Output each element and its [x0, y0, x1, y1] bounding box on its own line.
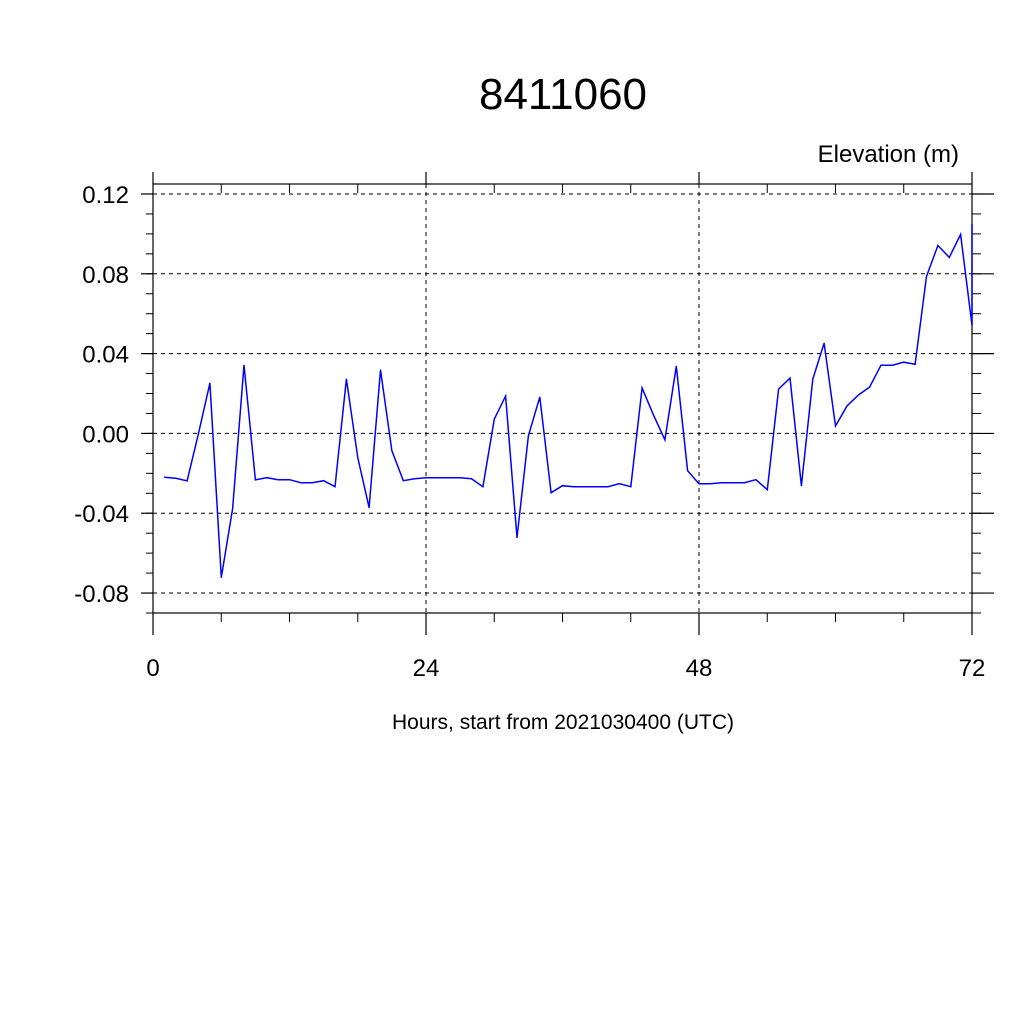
data-point [846, 405, 848, 407]
data-point [414, 478, 416, 480]
y-tick-label: -0.04 [74, 501, 129, 528]
x-tick-label: 0 [146, 655, 159, 682]
data-point [220, 576, 222, 579]
data-point [357, 457, 359, 459]
data-point [368, 507, 370, 509]
data-point [618, 483, 620, 485]
data-point [800, 485, 802, 487]
data-point [311, 482, 313, 484]
data-point [652, 414, 655, 416]
y-tick-label: 0.04 [82, 342, 129, 369]
y-tick-label: 0.12 [82, 182, 129, 209]
data-point [630, 486, 632, 488]
data-point [425, 477, 427, 479]
data-point [266, 477, 268, 479]
data-point [812, 378, 814, 380]
y-tick-label: -0.08 [74, 581, 129, 608]
x-axis-label: Hours, start from 2021030400 (UTC) [392, 711, 734, 734]
data-point [539, 396, 541, 398]
data-point [345, 378, 347, 380]
data-point [379, 369, 382, 371]
data-point [675, 365, 677, 367]
data-point [493, 418, 495, 420]
data-point [721, 482, 723, 484]
data-point [300, 482, 302, 484]
series-line-elevation [164, 223, 973, 578]
y-tick-label: 0.08 [82, 262, 129, 289]
data-point [186, 480, 188, 482]
data-point [505, 395, 507, 397]
data-point [789, 377, 791, 379]
data-point [664, 439, 666, 441]
data-point [254, 479, 256, 481]
data-point [573, 486, 575, 488]
data-point [607, 486, 609, 488]
data-point [857, 394, 859, 396]
y-tick-label: 0.00 [82, 421, 129, 448]
data-point [903, 361, 905, 363]
data-point [641, 387, 643, 389]
data-point [914, 363, 916, 365]
data-point [391, 450, 393, 452]
data-point [402, 480, 404, 482]
data-point [448, 477, 450, 479]
data-point [470, 478, 473, 480]
data-point [778, 388, 780, 390]
data-point [766, 489, 768, 491]
data-point [436, 477, 438, 479]
y-tick-labels: -0.08 -0.04 0.00 0.04 0.08 0.12 [74, 182, 129, 608]
data-point [163, 476, 165, 478]
data-point [277, 479, 279, 481]
data-point [869, 386, 871, 388]
data-point [561, 485, 564, 487]
x-tick-label: 72 [959, 655, 986, 682]
data-point [823, 342, 825, 344]
data-point [243, 364, 245, 366]
data-point [596, 486, 598, 488]
data-point [960, 233, 962, 236]
data-point [323, 480, 325, 482]
data-point [482, 486, 484, 488]
data-point [755, 479, 757, 481]
data-point [334, 486, 336, 488]
x-tick-label: 24 [413, 655, 440, 682]
grid [153, 184, 972, 613]
data-point [459, 477, 461, 479]
data-point [232, 508, 234, 510]
data-point [925, 275, 928, 277]
data-point [197, 432, 200, 435]
data-points [163, 233, 973, 579]
y-axis-label: Elevation (m) [818, 141, 959, 168]
x-tick-label: 48 [686, 655, 713, 682]
data-point [209, 382, 211, 384]
chart-title: 8411060 [479, 70, 647, 119]
data-point [288, 479, 291, 481]
data-point [550, 492, 552, 494]
data-point [516, 536, 518, 539]
data-point [527, 435, 529, 437]
data-point [732, 482, 734, 484]
data-point [891, 364, 893, 366]
data-point [880, 364, 882, 366]
data-point [584, 486, 586, 488]
data-point [971, 324, 973, 326]
data-point [698, 483, 700, 485]
plot-frame [152, 183, 973, 614]
data-point [687, 470, 689, 472]
data-point [743, 482, 746, 484]
data-point [709, 483, 711, 485]
data-point [948, 256, 950, 259]
data-point [834, 425, 837, 427]
data-point [937, 244, 939, 247]
data-point [175, 477, 177, 479]
x-tick-labels: 0 24 48 72 [146, 655, 985, 682]
tick-marks [141, 172, 994, 635]
